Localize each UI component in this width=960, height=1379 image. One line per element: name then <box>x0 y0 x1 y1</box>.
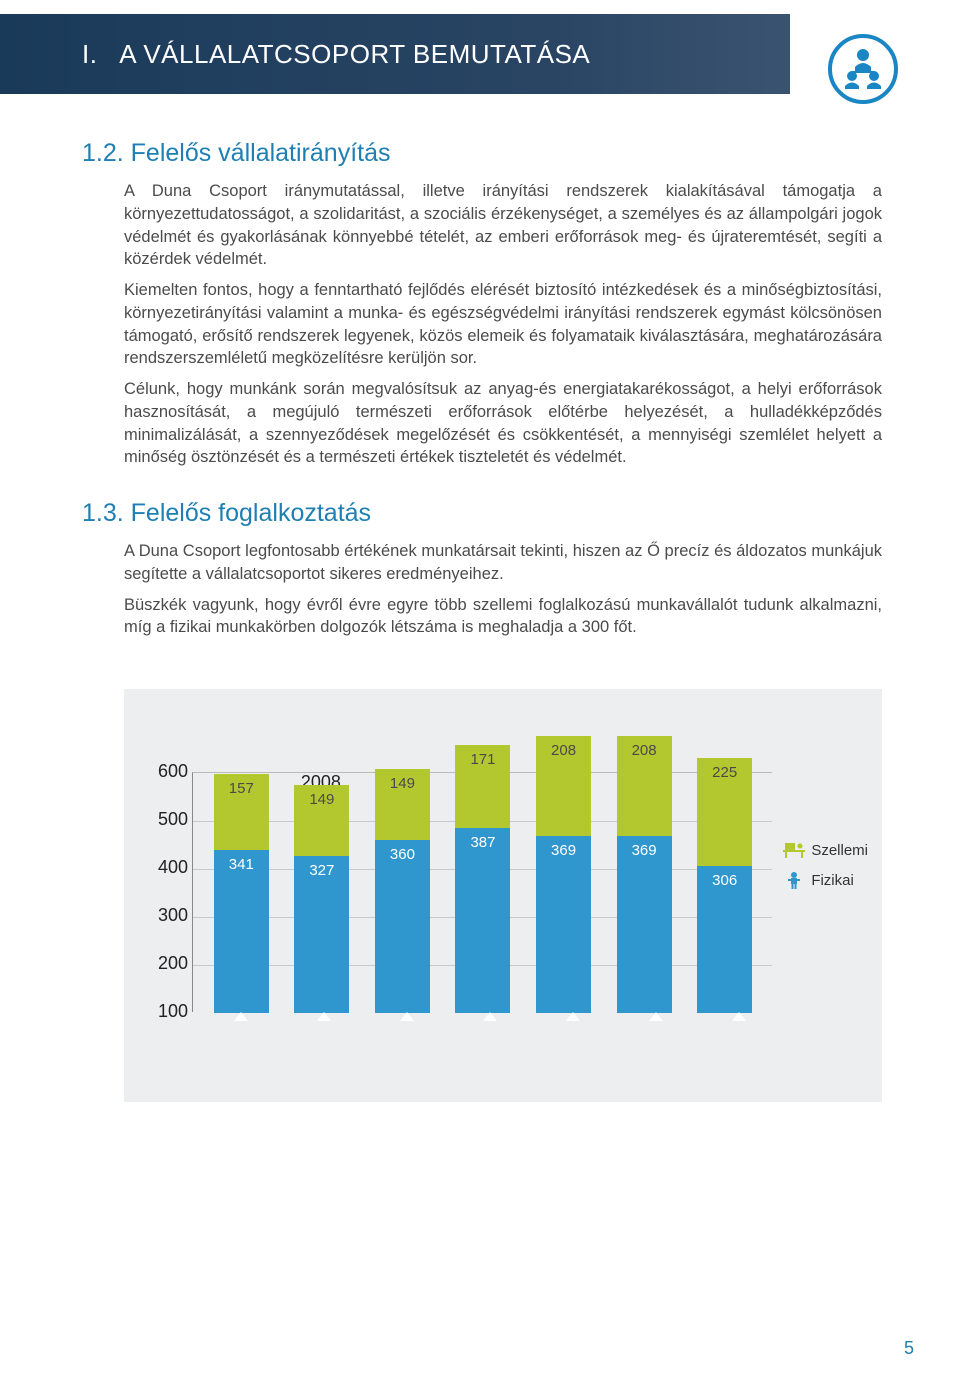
content: 1.2. Felelős vállalatirányítás A Duna Cs… <box>82 139 882 1102</box>
y-axis: 600500400300200100 <box>144 772 188 1012</box>
header-text: A VÁLLALATCSOPORT BEMUTATÁSA <box>119 39 590 69</box>
person-icon <box>783 871 805 889</box>
bar-bottom-label: 327 <box>294 862 349 879</box>
legend-szellemi: Szellemi <box>783 841 868 859</box>
employee-chart: 600 500 400 300 200 100 341 157 327 149 360 149 387… <box>124 689 882 1102</box>
bar-top-seg: 208 <box>536 736 591 836</box>
y-tick: 500 <box>158 809 188 830</box>
legend-fizikai-label: Fizikai <box>811 872 854 889</box>
bar-bottom-seg: 369 <box>617 836 672 1013</box>
bar-top-label: 149 <box>294 791 349 808</box>
bar-column: 369 208 <box>617 736 672 1013</box>
y-tick: 100 <box>158 1001 188 1022</box>
plot-area: 3411573271493601493871713692083692083062… <box>192 772 772 1012</box>
page-number: 5 <box>904 1338 914 1359</box>
bar-top-seg: 171 <box>455 745 510 827</box>
bar-bottom-seg: 306 <box>697 866 752 1013</box>
header-bar: I. A VÁLLALATCSOPORT BEMUTATÁSA <box>0 14 790 94</box>
section-12-p1: A Duna Csoport iránymutatással, illetve … <box>82 180 882 271</box>
bar-bottom-label: 306 <box>697 872 752 889</box>
bar-bottom-label: 369 <box>536 842 591 859</box>
y-tick: 600 <box>158 761 188 782</box>
bar-top-label: 208 <box>536 742 591 759</box>
bar-bottom-seg: 369 <box>536 836 591 1013</box>
bar-bottom-seg: 341 <box>214 850 269 1014</box>
legend-szellemi-label: Szellemi <box>811 842 868 859</box>
bar-bottom-label: 341 <box>214 856 269 873</box>
legend-fizikai: Fizikai <box>783 871 868 889</box>
bar-top-label: 171 <box>455 751 510 768</box>
section-13-p2: Büszkék vagyunk, hogy évről évre egyre t… <box>82 594 882 640</box>
bar-column: 360 149 <box>375 769 430 1013</box>
bar-top-label: 157 <box>214 780 269 797</box>
header-roman: I. <box>82 39 97 69</box>
section-12-heading: 1.2. Felelős vállalatirányítás <box>82 139 882 168</box>
section-12-p3: Célunk, hogy munkánk során megvalósítsuk… <box>82 378 882 469</box>
bar-top-label: 149 <box>375 775 430 792</box>
bar-column: 327 149 <box>294 785 349 1013</box>
section-13-p1: A Duna Csoport legfontosabb értékének mu… <box>82 540 882 586</box>
desk-icon <box>783 841 805 859</box>
bar-top-seg: 225 <box>697 758 752 866</box>
bar-top-seg: 157 <box>214 774 269 849</box>
y-tick: 400 <box>158 857 188 878</box>
page-title: I. A VÁLLALATCSOPORT BEMUTATÁSA <box>82 39 590 70</box>
bar-column: 387 171 <box>455 745 510 1013</box>
bar-top-label: 225 <box>697 764 752 781</box>
bar-bottom-seg: 327 <box>294 856 349 1013</box>
bar-bottom-seg: 360 <box>375 840 430 1013</box>
section-13-heading: 1.3. Felelős foglalkoztatás <box>82 499 882 528</box>
bar-bottom-seg: 387 <box>455 828 510 1014</box>
bar-column: 341 157 <box>214 774 269 1013</box>
bar-top-seg: 149 <box>375 769 430 841</box>
chart-legend: Szellemi Fizikai <box>783 841 868 901</box>
bar-bottom-label: 369 <box>617 842 672 859</box>
bar-bottom-label: 387 <box>455 834 510 851</box>
bar-top-seg: 208 <box>617 736 672 836</box>
bar-bottom-label: 360 <box>375 846 430 863</box>
bar-top-label: 208 <box>617 742 672 759</box>
bar-column: 369 208 <box>536 736 591 1013</box>
y-tick: 200 <box>158 953 188 974</box>
section-12-p2: Kiemelten fontos, hogy a fenntartható fe… <box>82 279 882 370</box>
bar-column: 306 225 <box>697 758 752 1013</box>
org-icon <box>828 34 898 104</box>
y-tick: 300 <box>158 905 188 926</box>
bar-top-seg: 149 <box>294 785 349 857</box>
